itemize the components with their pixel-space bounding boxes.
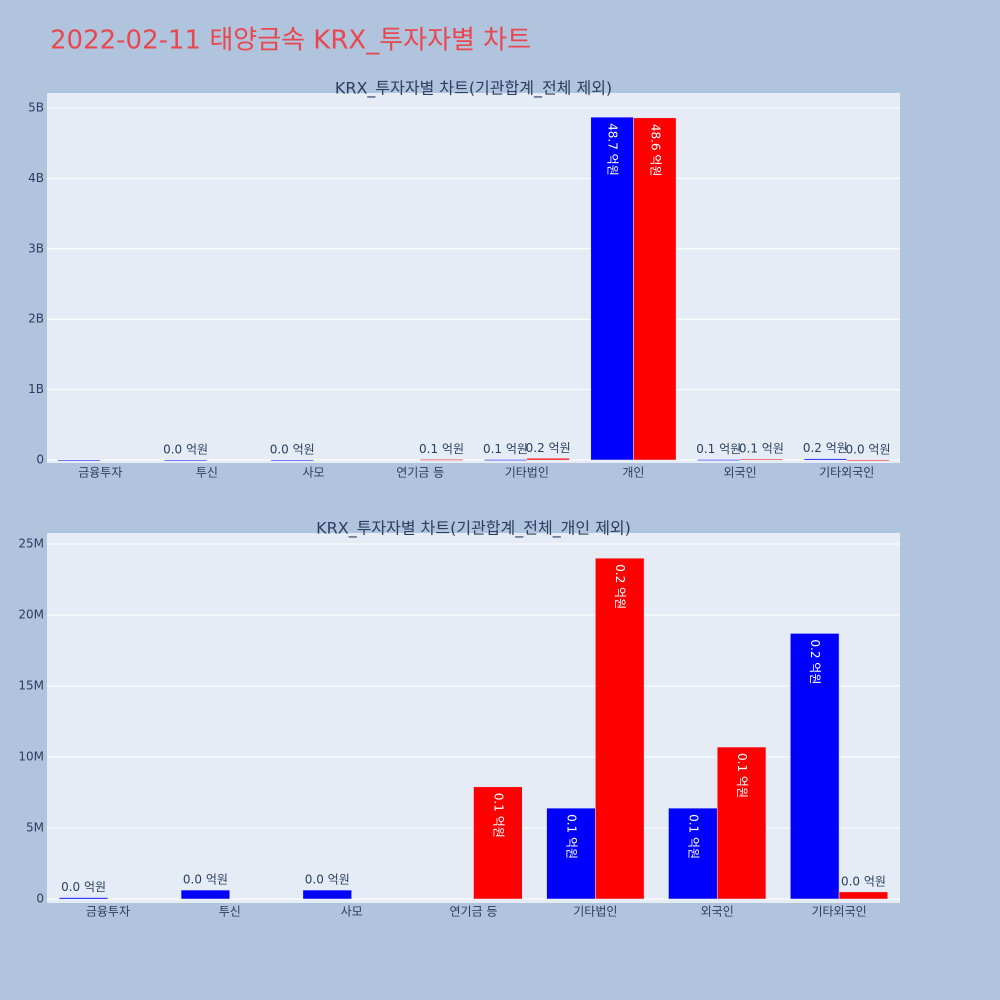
y-tick-label: 0 xyxy=(36,892,44,906)
x-tick-label: 투신 xyxy=(219,905,241,919)
y-tick-label: 10M xyxy=(18,749,44,763)
bar xyxy=(270,459,314,462)
x-tick-label: 기타법인 xyxy=(505,466,549,480)
x-tick-label: 기타외국인 xyxy=(819,466,874,480)
x-tick-label: 사모 xyxy=(341,905,363,919)
value-label: 0.0 억원 xyxy=(841,874,886,888)
x-tick-label: 개인 xyxy=(622,466,644,480)
y-tick-label: 20M xyxy=(18,607,44,621)
x-tick-label: 금융투자 xyxy=(86,905,130,919)
y-tick-label: 25M xyxy=(18,536,44,550)
bar xyxy=(633,117,677,461)
bar xyxy=(58,897,109,900)
bar xyxy=(668,807,718,900)
x-tick-label: 사모 xyxy=(303,466,325,480)
value-label: 0.0 억원 xyxy=(846,442,891,456)
plot-area xyxy=(47,93,900,463)
value-label: 0.0 억원 xyxy=(183,873,228,887)
value-label: 0.1 억원 xyxy=(696,442,741,456)
chart-title: KRX_투자자별 차트(기관합계_전체 제외) xyxy=(335,79,612,99)
y-tick-label: 2B xyxy=(28,312,44,326)
value-label: 0.0 억원 xyxy=(270,442,315,456)
bar xyxy=(164,459,208,462)
y-tick-label: 1B xyxy=(28,382,44,396)
value-label: 0.1 억원 xyxy=(419,442,464,456)
page-title: 2022-02-11 태양금속 KRX_투자자별 차트 xyxy=(50,26,531,56)
bar xyxy=(739,458,783,461)
x-tick-label: 연기금 등 xyxy=(396,466,444,480)
bar xyxy=(302,889,352,900)
bar xyxy=(790,633,840,900)
value-label: 0.1 억원 xyxy=(686,814,700,859)
x-tick-label: 금융투자 xyxy=(78,466,122,480)
bar xyxy=(473,786,523,900)
bar xyxy=(419,459,464,461)
x-tick-label: 외국인 xyxy=(724,466,757,480)
bar xyxy=(57,459,101,462)
y-tick-label: 4B xyxy=(28,171,44,185)
value-label: 0.2 억원 xyxy=(526,441,571,455)
value-label: 0.2 억원 xyxy=(803,441,848,455)
value-label: 0.1 억원 xyxy=(491,793,505,838)
value-label: 0.1 억원 xyxy=(739,442,784,456)
y-tick-label: 5B xyxy=(28,100,44,114)
x-tick-label: 기타법인 xyxy=(573,905,617,919)
value-label: 0.2 억원 xyxy=(613,564,627,609)
bar xyxy=(546,807,596,900)
bar xyxy=(526,458,570,461)
bar xyxy=(846,459,890,462)
value-label: 0.0 억원 xyxy=(61,880,106,894)
bar xyxy=(697,459,741,461)
bar xyxy=(838,891,889,900)
value-label: 0.1 억원 xyxy=(735,753,749,798)
y-tick-label: 5M xyxy=(26,820,44,834)
x-tick-label: 연기금 등 xyxy=(450,905,498,919)
bar xyxy=(590,116,634,461)
value-label: 48.6 억원 xyxy=(648,124,662,177)
x-tick-label: 투신 xyxy=(196,466,218,480)
bar xyxy=(483,459,528,461)
value-label: 48.7 억원 xyxy=(606,123,620,176)
bar xyxy=(595,557,645,900)
chart-title: KRX_투자자별 차트(기관합계_전체_개인 제외) xyxy=(316,519,631,539)
bar xyxy=(716,746,767,900)
value-label: 0.0 억원 xyxy=(163,442,208,456)
x-tick-label: 기타외국인 xyxy=(811,905,866,919)
bar xyxy=(180,889,231,900)
value-label: 0.0 억원 xyxy=(305,873,350,887)
value-label: 0.1 억원 xyxy=(564,814,578,859)
y-tick-label: 15M xyxy=(18,678,44,692)
y-tick-label: 3B xyxy=(28,241,44,255)
value-label: 0.1 억원 xyxy=(483,442,528,456)
value-label: 0.2 억원 xyxy=(808,639,822,684)
bar xyxy=(803,458,847,461)
y-tick-label: 0 xyxy=(36,453,44,467)
x-tick-label: 외국인 xyxy=(701,905,734,919)
